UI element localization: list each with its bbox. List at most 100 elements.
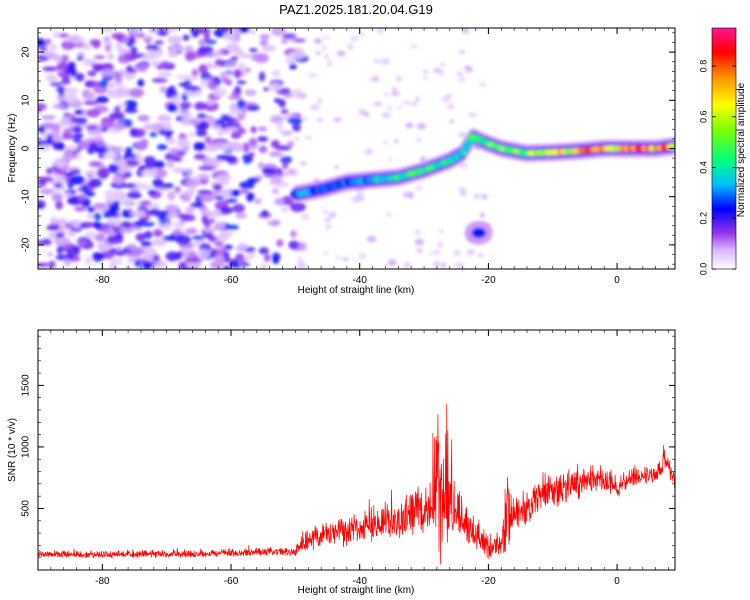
noise-blob [173, 252, 183, 260]
noise-blob [142, 53, 157, 61]
noise-blob [81, 44, 92, 51]
noise-blob [196, 190, 213, 195]
noise-blob [191, 235, 205, 241]
noise-blob [62, 154, 70, 161]
noise-blob [64, 87, 79, 94]
noise-blob [73, 245, 81, 253]
noise-blob [52, 31, 60, 39]
noise-blob [109, 247, 117, 253]
noise-blob [434, 249, 440, 256]
noise-blob [239, 28, 250, 33]
noise-blob [323, 217, 332, 223]
noise-blob [382, 58, 390, 65]
noise-blob [106, 212, 120, 218]
noise-blob [391, 87, 398, 92]
noise-blob [154, 40, 164, 45]
noise-blob [249, 48, 258, 53]
noise-blob [182, 190, 194, 197]
noise-blob [372, 58, 383, 64]
noise-blob [92, 221, 101, 229]
snr-xlabel: Height of straight line (km) [298, 585, 415, 596]
noise-blob [402, 193, 411, 198]
noise-blob [439, 62, 446, 67]
noise-blob [258, 247, 269, 255]
noise-blob [56, 86, 67, 93]
noise-blob [182, 249, 191, 259]
noise-blob [300, 213, 311, 220]
noise-blob [125, 159, 140, 167]
noise-blob [284, 59, 297, 64]
noise-blob [219, 231, 234, 237]
noise-blob [233, 68, 242, 79]
noise-blob [163, 28, 180, 32]
ridge-track [290, 127, 675, 204]
noise-blob [282, 161, 289, 170]
noise-blob [98, 79, 109, 88]
noise-blob [185, 227, 198, 235]
noise-blob [248, 29, 257, 35]
noise-blob [204, 136, 212, 144]
noise-blob [126, 191, 142, 199]
noise-blob [335, 256, 341, 260]
noise-blob [188, 250, 196, 259]
noise-blob [219, 188, 233, 198]
noise-blob [254, 53, 270, 64]
noise-blob [260, 263, 267, 269]
noise-blob [221, 244, 234, 250]
noise-blob [163, 221, 171, 231]
noise-blob [149, 124, 163, 131]
spectrogram-xtick-label: -60 [224, 275, 239, 286]
noise-blob [287, 117, 303, 124]
noise-blob [248, 152, 255, 158]
noise-blob [268, 82, 282, 92]
noise-blob [183, 45, 194, 52]
noise-blob [292, 122, 301, 132]
noise-blob [302, 116, 308, 121]
noise-blob [108, 236, 124, 245]
noise-blob [84, 80, 100, 88]
noise-blob [220, 206, 234, 215]
noise-blob [76, 239, 88, 246]
colorbar-tick-label: 0.6 [698, 111, 708, 124]
noise-blob [156, 143, 168, 151]
noise-blob [481, 193, 488, 200]
noise-blob [409, 191, 414, 199]
noise-blob [193, 153, 206, 160]
noise-blob [356, 191, 364, 195]
noise-blob [202, 145, 218, 152]
noise-blob [244, 89, 257, 97]
noise-blob [47, 231, 57, 240]
snr-background [38, 330, 675, 570]
noise-blob [242, 142, 250, 153]
noise-blob [122, 53, 137, 62]
noise-blob [290, 88, 303, 99]
noise-blob [359, 252, 367, 260]
noise-blob [124, 171, 132, 178]
noise-blob [456, 71, 464, 77]
noise-blob [111, 32, 126, 40]
noise-blob [179, 101, 192, 109]
noise-blob [423, 75, 429, 81]
noise-blob [291, 240, 298, 249]
noise-blob [271, 174, 283, 184]
noise-blob [322, 35, 332, 39]
noise-blob [433, 260, 441, 268]
noise-blob [61, 40, 76, 51]
noise-blob [73, 206, 87, 212]
noise-blob [234, 203, 244, 213]
noise-blob [90, 63, 106, 68]
noise-blob [226, 155, 237, 164]
noise-blob [223, 265, 230, 269]
noise-blob [236, 80, 247, 85]
noise-blob [88, 161, 102, 167]
noise-blob [198, 38, 206, 47]
noise-blob [172, 228, 183, 236]
noise-blob [128, 36, 136, 45]
noise-blob [432, 67, 442, 74]
noise-blob [75, 72, 85, 82]
noise-blob [74, 109, 84, 115]
noise-blob [108, 112, 125, 120]
noise-blob [147, 49, 155, 55]
noise-blob [193, 143, 206, 152]
spectrogram-axes: -80 -60 -40 -20 0 -20 -10 0 10 20 [21, 28, 675, 286]
